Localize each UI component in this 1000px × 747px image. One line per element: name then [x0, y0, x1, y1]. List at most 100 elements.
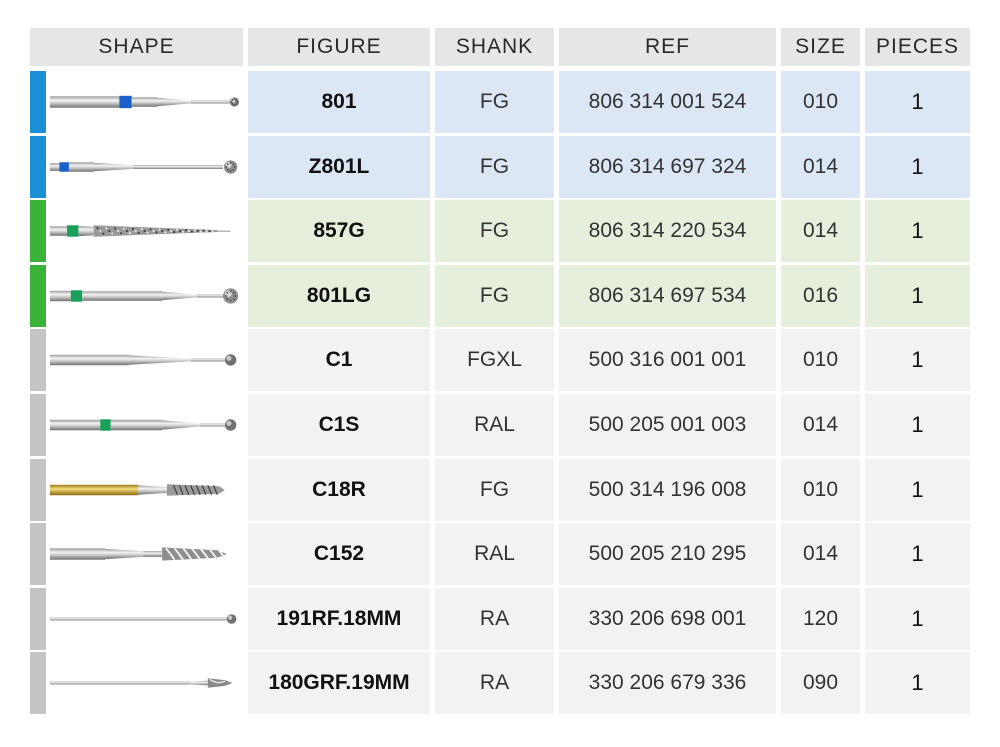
thin-drill-bur-icon: [49, 678, 233, 689]
shape-cell: [30, 458, 243, 521]
header-pieces: PIECES: [865, 28, 970, 66]
group-color-bar: [30, 135, 46, 198]
size-value: 010: [802, 90, 839, 113]
shape-cell: [30, 587, 243, 650]
shank-cell: FG: [435, 71, 554, 133]
figure-cell: 801: [248, 71, 430, 133]
pieces-cell: 1: [865, 71, 970, 133]
figure-cell: 801LG: [248, 264, 430, 327]
ref-cell: 806 314 220 534: [559, 200, 776, 263]
pieces-cell: 1: [865, 523, 970, 586]
ref-cell: 330 206 698 001: [559, 587, 776, 650]
size-value: 014: [802, 542, 839, 566]
shape-cell: [30, 523, 243, 586]
shape-cell: [30, 329, 243, 392]
header-ref: REF: [559, 28, 776, 66]
table-row: C152 RAL 500 205 210 295 014 1: [30, 523, 970, 586]
figure-cell: 191RF.18MM: [248, 587, 430, 650]
figure-cell: C1: [248, 329, 430, 392]
size-value: 014: [802, 413, 839, 436]
ref-value: 330 206 698 001: [588, 606, 747, 630]
size-cell: 014: [781, 200, 860, 263]
ref-value: 500 314 196 008: [588, 477, 747, 501]
spiral-carbide-bur-icon: [49, 547, 227, 561]
figure-value: Z801L: [308, 154, 370, 178]
group-color-bar: [30, 264, 46, 327]
shank-value: FG: [479, 90, 510, 113]
shank-value: RAL: [474, 542, 515, 566]
group-color-bar: [30, 394, 46, 456]
size-cell: 090: [781, 652, 860, 715]
thin-ball-reamer-bur-icon: [49, 614, 237, 624]
figure-cell: 857G: [248, 200, 430, 263]
table-row: 801 FG 806 314 001 524 010 1: [30, 71, 970, 133]
shank-value: RA: [479, 671, 510, 695]
shape-cell: [30, 200, 243, 263]
size-value: 010: [802, 477, 839, 501]
shank-cell: RA: [435, 652, 554, 715]
size-cell: 120: [781, 587, 860, 650]
size-cell: 016: [781, 264, 860, 327]
gold-fissure-carbide-bur-icon: [49, 483, 225, 496]
figure-value: 191RF.18MM: [276, 606, 402, 630]
pieces-value: 1: [911, 218, 924, 244]
shank-value: FG: [479, 283, 510, 307]
shank-value: FG: [479, 219, 510, 243]
size-cell: 014: [781, 135, 860, 198]
figure-cell: C18R: [248, 458, 430, 521]
size-value: 016: [802, 283, 839, 307]
shank-cell: FG: [435, 458, 554, 521]
header-figure: FIGURE: [248, 28, 430, 66]
table-row: Z801L FG 806 314 697 324 014 1: [30, 135, 970, 198]
shape-cell: [30, 71, 243, 133]
round-carbide-bur-icon: [49, 354, 237, 367]
pieces-value: 1: [911, 670, 924, 696]
ref-cell: 500 205 001 003: [559, 394, 776, 456]
ref-value: 500 316 001 001: [588, 348, 747, 372]
table-row: 180GRF.19MM RA 330 206 679 336 090 1: [30, 652, 970, 715]
header-shape: SHAPE: [30, 28, 243, 66]
pieces-value: 1: [911, 605, 924, 631]
shape-cell: [30, 652, 243, 715]
pieces-value: 1: [911, 412, 924, 437]
figure-value: C18R: [312, 477, 366, 501]
pieces-cell: 1: [865, 135, 970, 198]
table-row: 191RF.18MM RA 330 206 698 001 120 1: [30, 587, 970, 650]
pieces-cell: 1: [865, 200, 970, 263]
header-shank: SHANK: [435, 28, 554, 66]
group-color-bar: [30, 200, 46, 263]
shank-cell: FG: [435, 200, 554, 263]
figure-value: 180GRF.19MM: [268, 671, 410, 695]
shank-value: FGXL: [467, 348, 522, 372]
figure-cell: Z801L: [248, 135, 430, 198]
figure-value: 801: [321, 90, 357, 113]
group-color-bar: [30, 523, 46, 586]
ref-value: 500 205 210 295: [588, 542, 747, 566]
table-header-row: SHAPE FIGURE SHANK REF SIZE PIECES: [30, 28, 970, 66]
pieces-value: 1: [911, 89, 924, 114]
pieces-cell: 1: [865, 458, 970, 521]
ref-cell: 500 316 001 001: [559, 329, 776, 392]
figure-cell: 180GRF.19MM: [248, 652, 430, 715]
pieces-value: 1: [911, 541, 924, 567]
figure-value: 857G: [313, 219, 365, 243]
shank-cell: RAL: [435, 394, 554, 456]
group-color-bar: [30, 71, 46, 133]
pieces-cell: 1: [865, 329, 970, 392]
figure-cell: C152: [248, 523, 430, 586]
size-value: 120: [802, 606, 839, 630]
figure-cell: C1S: [248, 394, 430, 456]
ref-cell: 500 205 210 295: [559, 523, 776, 586]
shank-cell: FG: [435, 135, 554, 198]
shape-cell: [30, 394, 243, 456]
pieces-cell: 1: [865, 652, 970, 715]
shank-cell: FG: [435, 264, 554, 327]
header-size: SIZE: [781, 28, 860, 66]
ball-diamond-blue-band-bur-icon: [49, 95, 240, 109]
figure-value: 801LG: [306, 283, 372, 307]
shank-cell: RA: [435, 587, 554, 650]
size-value: 090: [802, 671, 839, 695]
size-value: 014: [802, 219, 839, 243]
table-row: C1S RAL 500 205 001 003 014 1: [30, 394, 970, 456]
pieces-cell: 1: [865, 264, 970, 327]
